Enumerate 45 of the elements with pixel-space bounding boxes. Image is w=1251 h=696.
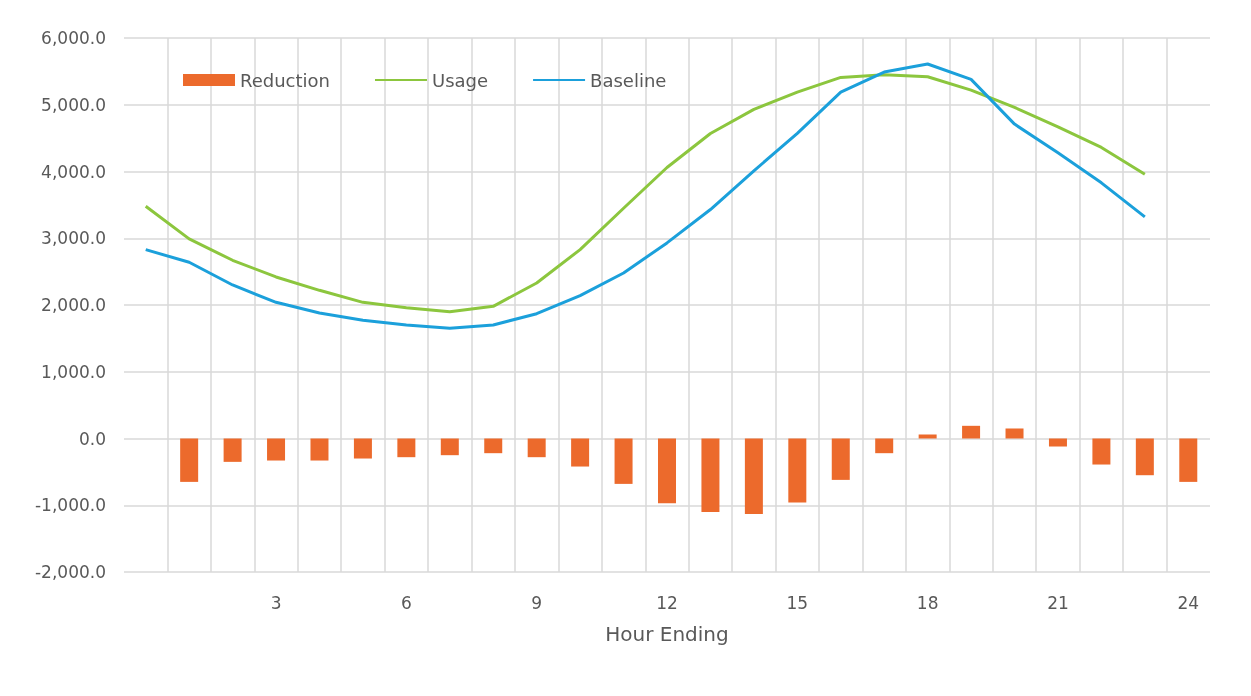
x-axis-title: Hour Ending bbox=[605, 622, 729, 646]
x-tick-label: 15 bbox=[786, 592, 809, 613]
bar bbox=[875, 438, 894, 454]
bar bbox=[484, 438, 503, 454]
x-tick-label: 9 bbox=[531, 592, 543, 613]
x-tick-label: 3 bbox=[270, 592, 282, 613]
bar bbox=[353, 438, 372, 459]
bar bbox=[310, 438, 329, 461]
bar bbox=[527, 438, 546, 458]
bar bbox=[962, 425, 981, 439]
y-tick-label: -1,000.0 bbox=[34, 495, 106, 516]
bar bbox=[1048, 438, 1067, 447]
x-tick-label: 12 bbox=[656, 592, 678, 613]
bar bbox=[180, 438, 199, 482]
bar bbox=[397, 438, 416, 458]
bar bbox=[1092, 438, 1111, 465]
legend-label: Usage bbox=[431, 69, 489, 91]
x-tick-label: 18 bbox=[916, 592, 939, 613]
x-tick-label: 6 bbox=[400, 592, 412, 613]
y-tick-label: -2,000.0 bbox=[34, 562, 106, 582]
legend-label: Reduction bbox=[240, 69, 330, 91]
x-tick-label: 21 bbox=[1047, 592, 1069, 613]
x-tick-label: 24 bbox=[1177, 592, 1200, 613]
bar bbox=[571, 438, 590, 467]
legend-label: Baseline bbox=[590, 69, 667, 91]
bar bbox=[831, 438, 850, 480]
bar bbox=[1179, 438, 1198, 482]
y-tick-label: 1,000.0 bbox=[41, 361, 106, 382]
bar bbox=[440, 438, 459, 456]
y-tick-label: 6,000.0 bbox=[41, 28, 106, 48]
bar bbox=[918, 434, 937, 439]
bar bbox=[744, 438, 763, 514]
bar bbox=[701, 438, 720, 512]
y-tick-label: 3,000.0 bbox=[41, 228, 106, 249]
bar bbox=[1005, 428, 1024, 439]
y-tick-label: 5,000.0 bbox=[41, 94, 106, 115]
bar bbox=[223, 438, 242, 462]
y-tick-label: 2,000.0 bbox=[41, 295, 106, 315]
bar bbox=[658, 438, 676, 504]
bar bbox=[614, 438, 633, 484]
y-tick-label: 4,000.0 bbox=[41, 161, 106, 182]
bar bbox=[788, 438, 807, 503]
bar bbox=[1135, 438, 1154, 476]
y-tick-label: 0.0 bbox=[78, 428, 106, 449]
bar bbox=[267, 438, 286, 461]
